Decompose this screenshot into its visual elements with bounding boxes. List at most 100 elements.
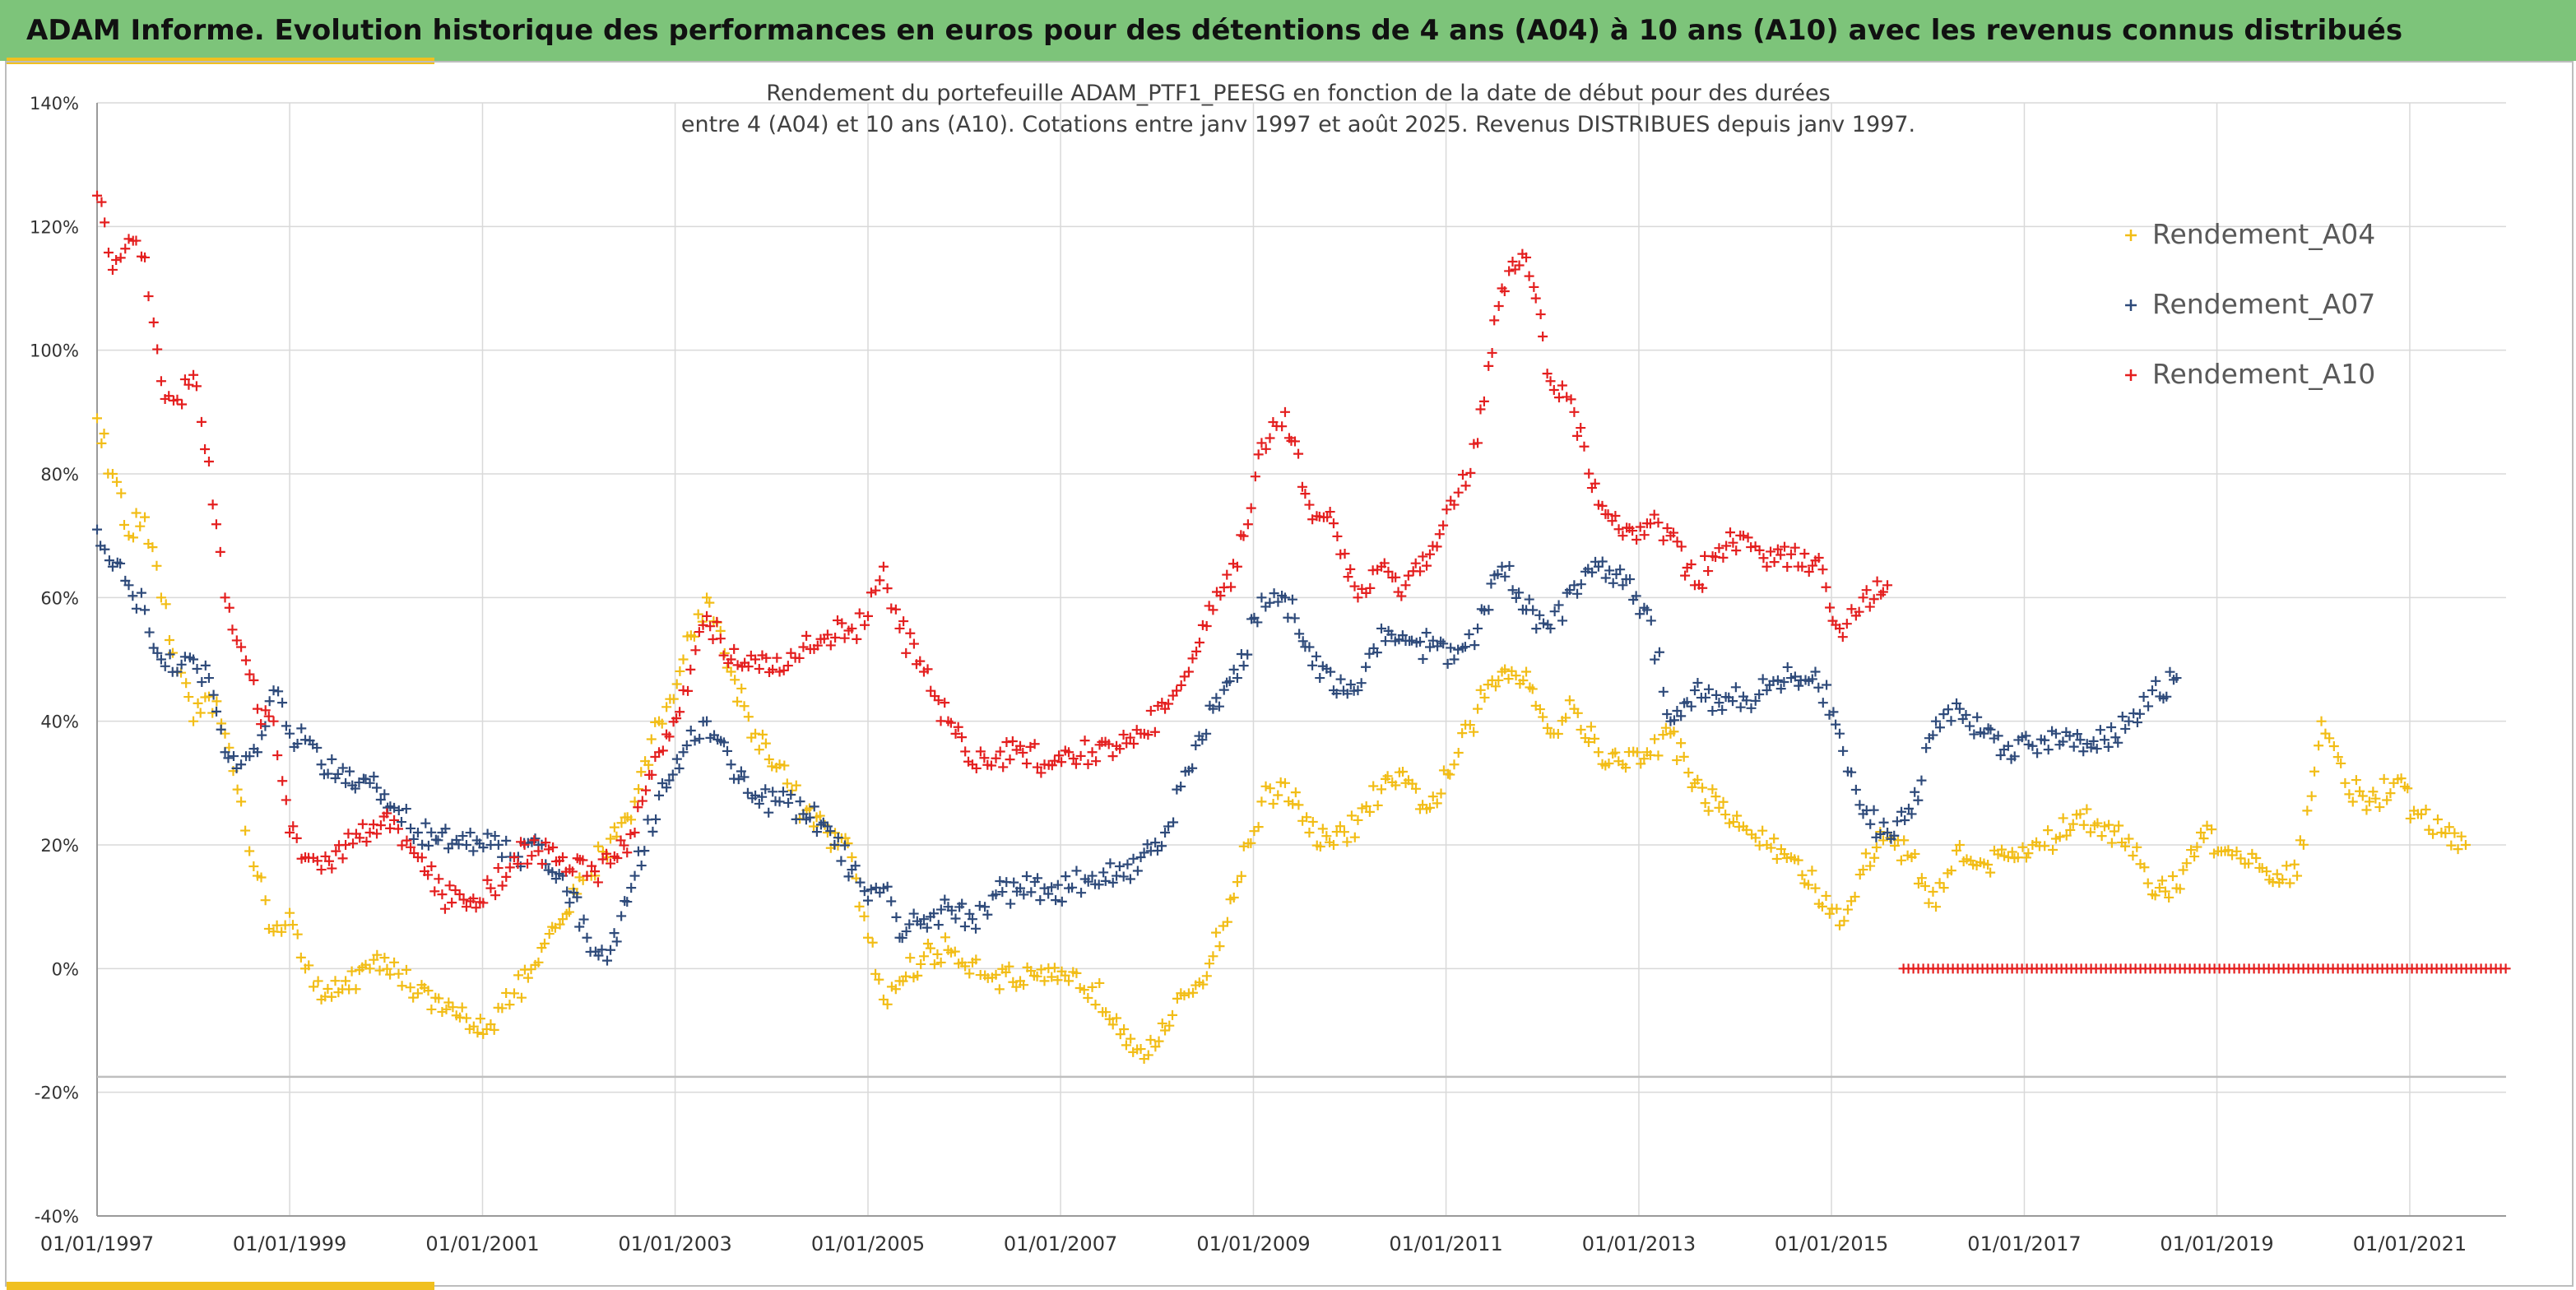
data-point	[104, 555, 114, 566]
data-point	[276, 926, 287, 937]
data-point	[1850, 784, 1861, 795]
data-point	[1621, 763, 1631, 773]
data-point	[862, 610, 873, 621]
data-point	[1093, 879, 1104, 890]
data-point	[1507, 256, 1518, 267]
data-point	[1307, 816, 1318, 827]
data-point	[252, 747, 262, 758]
data-point	[1701, 692, 1711, 703]
data-point	[1142, 839, 1153, 850]
data-point	[2281, 861, 2292, 871]
data-point	[406, 842, 416, 852]
series-rendement-a10	[1898, 963, 2511, 974]
data-point	[120, 244, 131, 254]
data-point	[739, 701, 750, 712]
data-point	[2082, 804, 2092, 814]
data-point	[1460, 480, 1471, 491]
data-point	[412, 988, 423, 999]
data-point	[482, 828, 493, 839]
data-point	[1372, 647, 1382, 658]
data-point	[1534, 704, 1545, 715]
data-point	[1766, 546, 1776, 557]
data-point	[1125, 732, 1135, 743]
data-point	[757, 791, 768, 802]
data-point	[2123, 833, 2134, 844]
data-point	[764, 754, 774, 764]
data-point	[1576, 579, 1586, 590]
data-point	[1658, 535, 1669, 545]
data-point	[1019, 980, 1029, 991]
data-point	[497, 880, 508, 891]
data-point	[1983, 723, 1993, 734]
data-point	[1079, 735, 1090, 746]
data-point	[1032, 971, 1042, 981]
x-tick-label: 01/01/2005	[811, 1232, 925, 1255]
data-point	[1969, 729, 1980, 740]
data-point	[548, 842, 559, 853]
data-point	[1361, 800, 1372, 811]
data-point	[1087, 981, 1098, 992]
data-point	[312, 742, 323, 753]
data-point	[1253, 449, 1264, 460]
data-point	[1761, 685, 1772, 696]
data-point	[712, 616, 722, 627]
data-point	[1913, 795, 1924, 805]
data-point	[979, 753, 990, 763]
data-point	[177, 399, 188, 410]
data-point	[1553, 728, 1563, 739]
data-point	[1115, 1029, 1126, 1040]
data-point	[371, 782, 382, 793]
data-point	[2309, 766, 2320, 777]
data-point	[2120, 841, 2131, 851]
data-point	[260, 721, 271, 731]
data-point	[1321, 831, 1332, 842]
data-point	[155, 376, 166, 387]
data-point	[1662, 709, 1673, 720]
data-point	[1121, 1040, 1131, 1051]
data-point	[1383, 566, 1394, 577]
data-point	[2446, 840, 2457, 851]
data-point	[2032, 748, 2043, 759]
data-point	[1654, 647, 1664, 657]
data-point	[1631, 535, 1642, 545]
data-point	[1828, 707, 1839, 717]
data-point	[1610, 747, 1621, 758]
data-point	[957, 898, 968, 909]
data-point	[1441, 504, 1452, 515]
data-point	[1036, 964, 1047, 975]
data-point	[103, 247, 114, 258]
data-point	[268, 685, 279, 696]
data-point	[1534, 610, 1545, 620]
legend-marker	[2125, 299, 2137, 311]
data-point	[1503, 674, 1514, 684]
data-point	[264, 696, 275, 707]
data-point	[854, 901, 865, 912]
data-point	[901, 926, 912, 937]
data-point	[1475, 404, 1486, 415]
data-point	[457, 831, 468, 842]
data-point	[601, 848, 612, 859]
data-point	[1817, 698, 1828, 708]
data-point	[1639, 530, 1650, 541]
data-point	[1005, 754, 1015, 765]
data-point	[1469, 640, 1480, 651]
data-point	[1294, 629, 1305, 639]
data-point	[1256, 438, 1267, 448]
data-point	[1875, 828, 1886, 839]
data-point	[1449, 654, 1460, 665]
data-point	[140, 512, 151, 522]
data-point	[1511, 592, 1521, 603]
data-point	[240, 655, 251, 666]
data-point	[929, 959, 940, 970]
data-point	[667, 769, 678, 780]
data-point	[689, 735, 700, 746]
data-point	[651, 814, 661, 824]
data-point	[211, 706, 222, 717]
data-point	[357, 819, 368, 829]
data-point	[1269, 588, 1279, 599]
data-point	[312, 856, 323, 866]
data-point	[1160, 1025, 1171, 1036]
data-point	[1636, 759, 1646, 769]
data-point	[128, 532, 138, 543]
data-point	[1407, 778, 1418, 789]
